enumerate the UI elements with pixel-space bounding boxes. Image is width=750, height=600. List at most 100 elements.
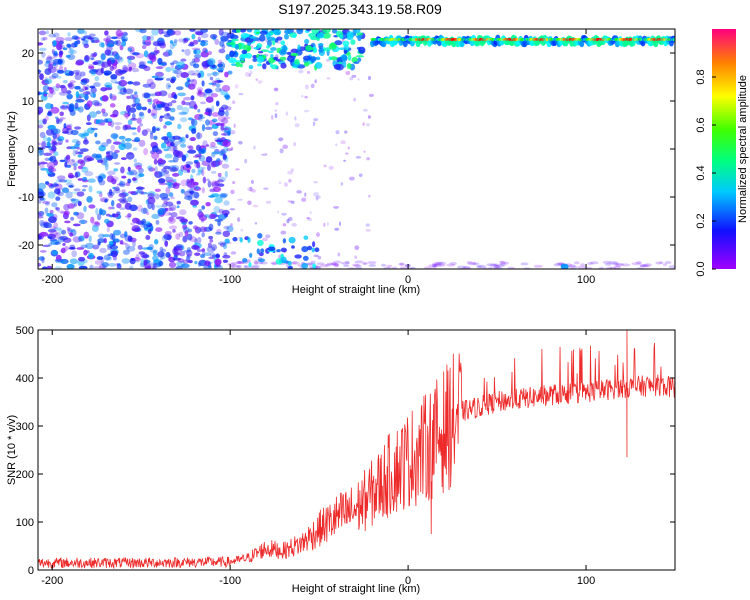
spectrogram-cell [67, 32, 71, 37]
x-tick-label: -100 [219, 575, 241, 587]
spectrogram-cell [118, 135, 126, 140]
spectrogram-cell [96, 213, 102, 221]
spectrogram-cell [143, 223, 149, 230]
spectrogram-cell [121, 175, 127, 179]
spectrogram-cell [159, 246, 164, 253]
spectrogram-cell [280, 230, 287, 235]
spectrogram-cell [180, 58, 187, 62]
spectrogram-cell [180, 179, 189, 187]
spectrogram-cell [222, 127, 230, 131]
spectrogram-cell [291, 222, 297, 227]
spectrogram-cell [190, 190, 194, 196]
spectrogram-cell [326, 222, 329, 226]
spectrogram-cell [149, 35, 155, 41]
spectrogram-cell [223, 131, 231, 137]
spectrogram-cell [356, 32, 364, 36]
spectrogram-cell [84, 54, 90, 62]
spectrogram-cell [282, 144, 289, 150]
spectrogram-cell [200, 41, 209, 47]
spectrogram-cell [192, 63, 200, 69]
spectrogram-cell [115, 29, 123, 37]
spectrogram-cell [199, 114, 204, 117]
spectrogram-cell [154, 193, 160, 200]
spectrogram-cell [126, 170, 135, 176]
spectrogram-cell [271, 115, 274, 120]
spectrogram-cell [205, 107, 213, 113]
spectrogram-cell [244, 71, 250, 77]
spectrogram-cell [130, 117, 138, 121]
spectrogram-cell [189, 136, 197, 142]
spectrogram-cell [317, 43, 324, 46]
spectrogram-cell [165, 78, 170, 81]
spectrogram-cell [134, 97, 140, 104]
spectrogram-cell [251, 189, 256, 193]
spectrogram-cell [316, 232, 320, 237]
spectrogram-cell [111, 213, 116, 218]
spectrogram-cell [223, 252, 228, 256]
spectrogram-cell [127, 119, 133, 126]
spectrogram-cell [135, 253, 140, 260]
spectrogram-cell [287, 216, 293, 222]
spectrogram-cell [159, 192, 169, 199]
spectrogram-cell [78, 132, 85, 137]
spectrogram-cell [158, 29, 164, 35]
spectrogram-cell [73, 203, 78, 207]
spectrogram-cell [144, 265, 152, 269]
spectrogram-cell [238, 92, 244, 96]
spectrogram-cell [114, 149, 120, 154]
spectrogram-cell [168, 116, 175, 121]
spectrogram-cell [42, 118, 47, 125]
spectrogram-cell [94, 259, 103, 265]
spectrogram-cell [180, 188, 185, 194]
spectrogram-cell [95, 207, 99, 215]
spectrogram-cell [431, 264, 437, 268]
spectrogram-cell [496, 264, 506, 267]
spectrogram-cell [183, 96, 192, 101]
spectrogram-cell [193, 186, 202, 191]
spectrogram-cell [154, 171, 163, 179]
spectrogram-cell [249, 252, 253, 258]
spectrogram-cell [52, 52, 59, 57]
spectrogram-cell [58, 179, 68, 183]
spectrogram-cell [151, 108, 158, 116]
spectrogram-cell [55, 83, 61, 89]
spectrogram-cell [149, 225, 154, 232]
spectrogram-cell [357, 57, 362, 63]
spectrogram-cell [230, 251, 237, 255]
spectrogram-cell [200, 29, 208, 33]
spectrogram-cell [109, 94, 117, 101]
spectrogram-cell [283, 182, 289, 187]
spectrogram-cell [48, 87, 54, 94]
spectrogram-cell [38, 42, 44, 46]
spectrogram-cell [99, 191, 103, 198]
spectrogram-cell [280, 62, 287, 69]
spectrogram-cell [362, 262, 368, 265]
spectrogram-cell [189, 236, 197, 243]
spectrogram-cell [56, 76, 62, 79]
spectrogram-cell [103, 237, 108, 244]
spectrogram-cell [65, 154, 71, 160]
spectrogram-cell [355, 55, 365, 58]
spectrogram-cell [71, 198, 80, 204]
spectrogram-cell [188, 221, 193, 225]
spectrogram-cell [78, 88, 84, 93]
spectrogram-cell [494, 264, 500, 268]
spectrogram-cell [126, 245, 136, 252]
spectrogram-cell [216, 67, 224, 72]
spectrogram-cell [265, 152, 268, 156]
spectrogram-cell [148, 164, 153, 172]
spectrogram-cell [114, 186, 120, 192]
spectrogram-cell [93, 82, 101, 88]
spectrogram-cell [132, 52, 140, 56]
spectrogram-cell [342, 61, 347, 68]
spectrogram-cell [126, 55, 136, 60]
snr-y-label: SNR (10 * v/v) [6, 415, 18, 485]
spectrogram-cell [277, 210, 280, 214]
y-tick-label: 200 [16, 469, 34, 481]
spectrogram-cell [181, 100, 186, 106]
spectrogram-cell [230, 264, 239, 268]
spectrogram-cell [252, 204, 259, 208]
spectrogram-cell [165, 182, 174, 186]
spectrogram-cell [489, 263, 498, 267]
spectrogram-cell [344, 260, 350, 264]
